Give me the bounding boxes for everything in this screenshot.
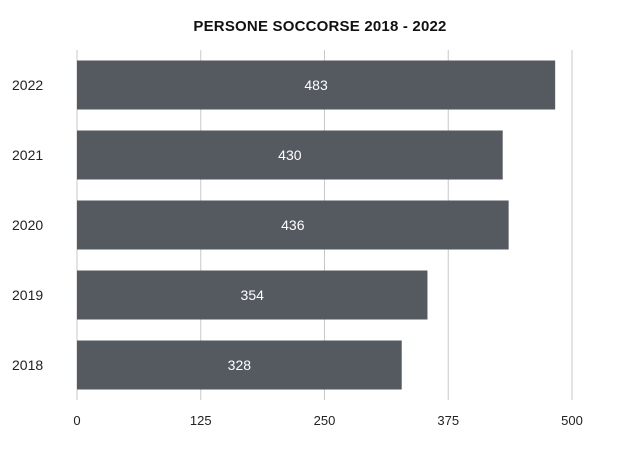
x-tick-label: 500 [561,413,583,428]
category-label: 2020 [12,217,43,233]
bar [77,340,402,390]
bar-value-label: 436 [281,217,305,233]
bar [77,130,503,180]
bars: 483 430 436 354 328 [77,60,556,390]
bar [77,60,556,110]
category-label: 2022 [12,77,43,93]
bar [77,270,428,320]
category-label: 2019 [12,287,43,303]
category-label: 2021 [12,147,43,163]
bar-value-label: 354 [241,287,265,303]
bar-value-label: 483 [304,77,328,93]
x-tick-label: 0 [73,413,80,428]
x-axis-tick-labels: 0 125 250 375 500 [73,413,582,428]
bar-value-label: 328 [228,357,252,373]
category-labels: 2022 2021 2020 2019 2018 [12,77,43,373]
x-tick-label: 250 [314,413,336,428]
x-tick-label: 375 [437,413,459,428]
bar [77,200,509,250]
category-label: 2018 [12,357,43,373]
x-tick-label: 125 [190,413,212,428]
chart-title: PERSONE SOCCORSE 2018 - 2022 [193,18,447,35]
bar-value-label: 430 [278,147,302,163]
